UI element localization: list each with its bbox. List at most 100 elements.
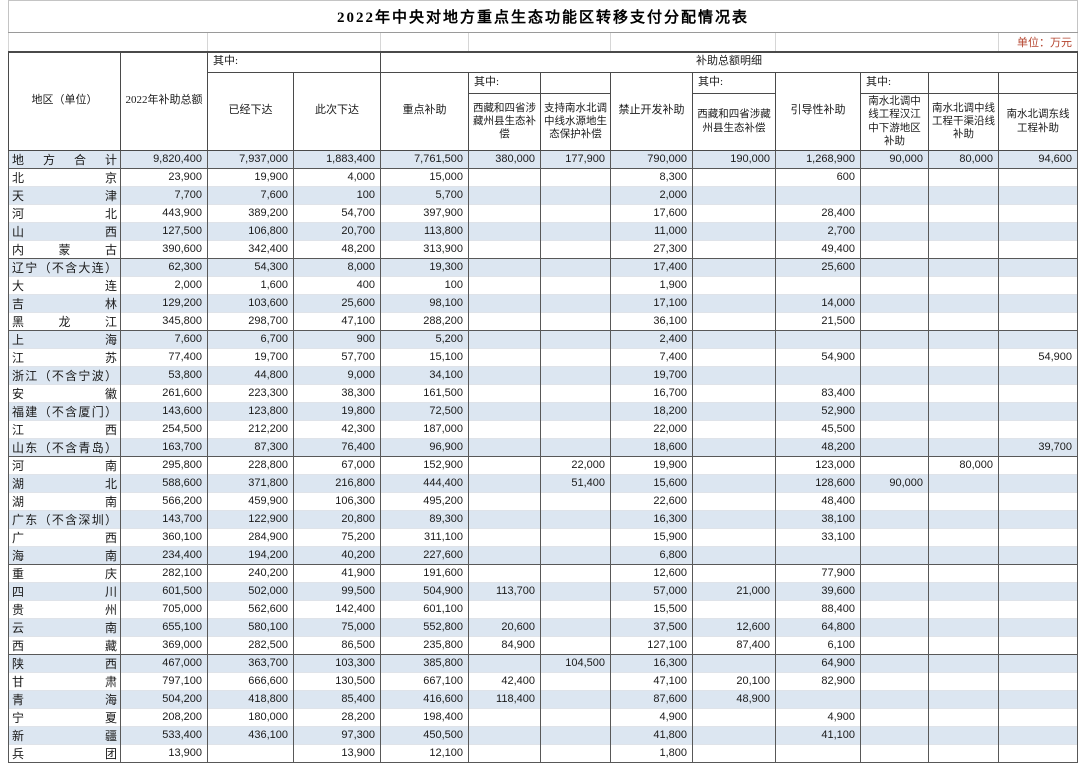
value-cell: 103,300 xyxy=(293,653,381,672)
value-cell: 67,000 xyxy=(293,455,381,474)
value-cell: 20,600 xyxy=(468,617,541,636)
value-cell xyxy=(540,527,611,546)
region-cell: 吉林 xyxy=(8,293,121,312)
value-cell: 97,300 xyxy=(293,725,381,744)
value-cell xyxy=(540,437,611,456)
value-cell: 21,000 xyxy=(692,581,776,600)
value-cell: 588,600 xyxy=(120,473,208,492)
value-cell xyxy=(468,257,541,276)
region-cell: 海南 xyxy=(8,545,121,564)
value-cell xyxy=(997,581,1079,600)
table-row: 江西 254,500 212,200 42,300 187,000 22,000 45,50… xyxy=(8,419,1079,438)
value-cell: 23,900 xyxy=(120,167,208,186)
col-header-snwd-source-protect: 支持南水北调中线水源地生态保护补偿 xyxy=(540,92,611,151)
value-cell xyxy=(468,455,541,474)
value-cell xyxy=(997,401,1079,420)
region-cell: 大连 xyxy=(8,275,121,294)
value-cell: 198,400 xyxy=(380,707,469,726)
value-cell xyxy=(692,707,776,726)
value-cell xyxy=(540,581,611,600)
value-cell xyxy=(928,689,999,708)
value-cell xyxy=(997,725,1079,744)
value-cell xyxy=(540,239,611,258)
value-cell: 666,600 xyxy=(207,671,294,690)
value-cell: 416,600 xyxy=(380,689,469,708)
region-cell: 重庆 xyxy=(8,563,121,582)
value-cell: 6,800 xyxy=(610,545,693,564)
value-cell: 19,800 xyxy=(293,401,381,420)
value-cell xyxy=(997,257,1079,276)
col-header-guidance: 引导性补助 xyxy=(775,71,861,151)
value-cell xyxy=(540,689,611,708)
value-cell xyxy=(928,509,999,528)
value-cell: 128,600 xyxy=(775,473,861,492)
value-cell xyxy=(468,401,541,420)
value-cell xyxy=(928,437,999,456)
value-cell xyxy=(468,185,541,204)
value-cell: 311,100 xyxy=(380,527,469,546)
table-row: 重庆 282,100 240,200 41,900 191,600 12,600 77,90… xyxy=(8,563,1079,582)
value-cell: 7,600 xyxy=(120,329,208,348)
spreadsheet-view: 2022年中央对地方重点生态功能区转移支付分配情况表 单位：万元 地区（单位） … xyxy=(7,0,1079,763)
value-cell xyxy=(540,509,611,528)
value-cell xyxy=(540,221,611,240)
value-cell: 54,900 xyxy=(775,347,861,366)
region-cell: 江苏 xyxy=(8,347,121,366)
value-cell: 436,100 xyxy=(207,725,294,744)
value-cell xyxy=(997,455,1079,474)
value-cell xyxy=(928,311,999,330)
value-cell: 502,000 xyxy=(207,581,294,600)
value-cell xyxy=(692,293,776,312)
value-cell: 4,900 xyxy=(775,707,861,726)
value-cell xyxy=(860,437,929,456)
table-row: 湖南 566,200 459,900 106,300 495,200 22,600 48,4… xyxy=(8,491,1079,510)
value-cell: 54,300 xyxy=(207,257,294,276)
value-cell: 77,900 xyxy=(775,563,861,582)
value-cell xyxy=(928,671,999,690)
value-cell: 533,400 xyxy=(120,725,208,744)
value-cell: 82,900 xyxy=(775,671,861,690)
value-cell xyxy=(860,239,929,258)
value-cell: 48,400 xyxy=(775,491,861,510)
value-cell xyxy=(540,329,611,348)
table-header: 2022年中央对地方重点生态功能区转移支付分配情况表 单位：万元 地区（单位） … xyxy=(7,0,1079,151)
value-cell: 152,900 xyxy=(380,455,469,474)
value-cell: 234,400 xyxy=(120,545,208,564)
value-cell xyxy=(860,599,929,618)
value-cell: 17,600 xyxy=(610,203,693,222)
value-cell: 282,500 xyxy=(207,635,294,654)
value-cell: 113,700 xyxy=(468,581,541,600)
value-cell xyxy=(860,455,929,474)
value-cell xyxy=(860,365,929,384)
value-cell: 130,500 xyxy=(293,671,381,690)
value-cell xyxy=(692,239,776,258)
region-cell: 宁夏 xyxy=(8,707,121,726)
value-cell xyxy=(692,185,776,204)
value-cell xyxy=(860,527,929,546)
value-cell: 127,500 xyxy=(120,221,208,240)
value-cell: 15,900 xyxy=(610,527,693,546)
table-row: 宁夏 208,200 180,000 28,200 198,400 4,900 4,900 xyxy=(8,707,1079,726)
empty-header-cell xyxy=(928,71,999,94)
value-cell xyxy=(860,707,929,726)
unit-row: 单位：万元 xyxy=(8,32,1079,53)
value-cell xyxy=(860,581,929,600)
value-cell xyxy=(775,329,861,348)
value-cell xyxy=(540,545,611,564)
value-cell xyxy=(468,167,541,186)
table-row: 地方合计 9,820,400 7,937,000 1,883,400 7,761,500… xyxy=(8,149,1079,168)
value-cell xyxy=(540,707,611,726)
value-cell: 418,800 xyxy=(207,689,294,708)
value-cell xyxy=(692,545,776,564)
col-header-region: 地区（单位） xyxy=(8,51,121,151)
value-cell: 76,400 xyxy=(293,437,381,456)
value-cell xyxy=(997,311,1079,330)
value-cell xyxy=(692,311,776,330)
col-header-total-2022: 2022年补助总额 xyxy=(120,51,208,151)
value-cell xyxy=(997,527,1079,546)
value-cell xyxy=(692,167,776,186)
value-cell xyxy=(692,419,776,438)
among-label: 其中: xyxy=(692,71,776,94)
value-cell xyxy=(540,743,611,763)
value-cell xyxy=(692,455,776,474)
